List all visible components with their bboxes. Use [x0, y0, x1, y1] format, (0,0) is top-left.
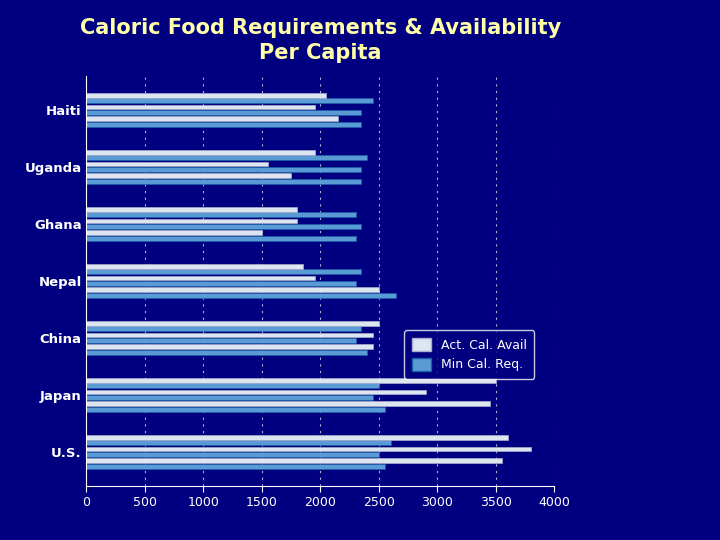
Bar — [86, 110, 361, 115]
Bar — [86, 224, 361, 229]
Bar — [86, 293, 397, 298]
Bar — [86, 167, 361, 172]
Bar — [86, 117, 338, 122]
Bar — [86, 93, 326, 98]
Bar — [86, 326, 361, 331]
Bar — [86, 458, 502, 463]
Bar — [86, 435, 508, 440]
Bar — [86, 407, 384, 412]
Bar — [86, 338, 356, 343]
Bar — [86, 395, 373, 400]
Bar — [86, 269, 361, 274]
Bar — [86, 150, 315, 154]
Bar — [86, 378, 496, 383]
Bar — [86, 105, 315, 110]
Bar — [86, 219, 297, 224]
Bar — [86, 287, 379, 292]
Bar — [86, 122, 361, 127]
Bar — [86, 447, 531, 451]
Bar — [86, 350, 367, 355]
Bar — [86, 179, 361, 184]
Legend: Act. Cal. Avail, Min Cal. Req.: Act. Cal. Avail, Min Cal. Req. — [405, 330, 534, 379]
Bar — [86, 275, 315, 280]
Bar — [86, 173, 291, 178]
Bar — [86, 281, 356, 286]
Bar — [86, 345, 373, 349]
Bar — [86, 236, 356, 241]
Bar — [86, 98, 373, 103]
Bar — [86, 231, 262, 235]
Bar — [86, 321, 379, 326]
Bar — [86, 207, 297, 212]
Bar — [86, 212, 356, 217]
Bar — [86, 440, 391, 445]
Bar — [86, 264, 303, 269]
Bar — [86, 464, 384, 469]
Bar — [86, 452, 379, 457]
Bar — [86, 383, 379, 388]
Bar — [86, 333, 373, 338]
Bar — [86, 161, 268, 166]
Title: Caloric Food Requirements & Availability
Per Capita: Caloric Food Requirements & Availability… — [80, 18, 561, 63]
Bar — [86, 390, 426, 394]
Bar — [86, 156, 367, 160]
Bar — [86, 401, 490, 406]
